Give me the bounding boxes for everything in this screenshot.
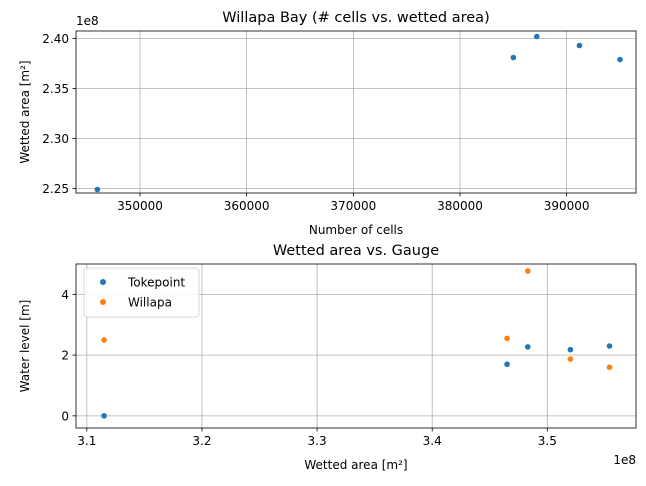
data-point-series-1 <box>101 337 107 343</box>
legend-marker-tokepoint <box>100 279 106 285</box>
x-tick-label: 370000 <box>330 199 376 213</box>
legend-marker-willapa <box>100 299 106 305</box>
x-tick-label: 360000 <box>224 199 270 213</box>
y-axis-label: Water level [m] <box>18 300 32 393</box>
x-tick-label: 3.4 <box>423 434 442 448</box>
grid-lines <box>76 31 636 193</box>
data-point-series-0 <box>576 42 583 49</box>
x-tick-label: 390000 <box>544 199 590 213</box>
data-point-series-0 <box>567 346 574 353</box>
data-point-series-0 <box>534 33 540 40</box>
axis-ticks: 3.1 3.2 3.3 3.4 3.5 0 2 4 <box>61 288 557 448</box>
legend-label-willapa: Willapa <box>128 296 172 310</box>
legend-box <box>83 267 200 318</box>
x-tick-label: 3.2 <box>192 434 211 448</box>
data-point-series-0 <box>606 343 613 349</box>
plot-frame <box>75 30 637 194</box>
data-points <box>101 268 613 419</box>
data-point-series-0 <box>524 344 531 350</box>
data-point-series-0 <box>617 56 623 63</box>
data-point-series-1 <box>606 364 613 371</box>
chart-title: Wetted area vs. Gauge <box>273 243 439 259</box>
data-point-series-0 <box>504 361 510 368</box>
area-vs-gauge-chart: 3.1 3.2 3.3 3.4 3.5 0 2 4 Wetted area vs. Gauge… <box>18 243 637 472</box>
data-point-series-0 <box>94 186 101 193</box>
x-axis-label: Number of cells <box>309 223 403 237</box>
x-tick-label: 3.3 <box>308 434 327 448</box>
y-axis-offset-text: 1e8 <box>76 14 99 28</box>
data-point-series-0 <box>510 54 517 61</box>
y-tick-label: 0 <box>61 409 69 423</box>
y-tick-label: 2.35 <box>42 82 69 96</box>
chart-title: Willapa Bay (# cells vs. wetted area) <box>222 10 489 26</box>
x-tick-label: 3.1 <box>77 434 96 448</box>
y-axis-label: Wetted area [m²] <box>18 60 32 163</box>
plot-frame <box>75 263 637 429</box>
x-tick-label: 350000 <box>117 199 163 213</box>
x-axis-offset-text: 1e8 <box>613 453 636 467</box>
y-tick-label: 2.25 <box>42 182 69 196</box>
y-tick-label: 4 <box>61 288 69 302</box>
y-tick-label: 2.30 <box>42 132 69 146</box>
axis-ticks: 350000 360000 370000 380000 390000 2.25 2.30 2.… <box>42 32 589 213</box>
data-point-series-1 <box>524 268 531 274</box>
cells-vs-area-chart: 350000 360000 370000 380000 390000 2.25 2.30 2.… <box>18 10 637 237</box>
y-tick-label: 2 <box>61 349 69 363</box>
x-tick-label: 3.5 <box>538 434 557 448</box>
data-point-series-1 <box>504 335 510 342</box>
x-tick-label: 380000 <box>437 199 483 213</box>
data-point-series-0 <box>101 413 107 419</box>
legend-label-tokepoint: Tokepoint <box>127 276 185 290</box>
data-points <box>94 33 623 193</box>
data-point-series-1 <box>567 356 574 362</box>
x-axis-label: Wetted area [m²] <box>304 458 407 472</box>
y-tick-label: 2.40 <box>42 32 69 46</box>
legend: Tokepoint Willapa <box>83 267 200 318</box>
